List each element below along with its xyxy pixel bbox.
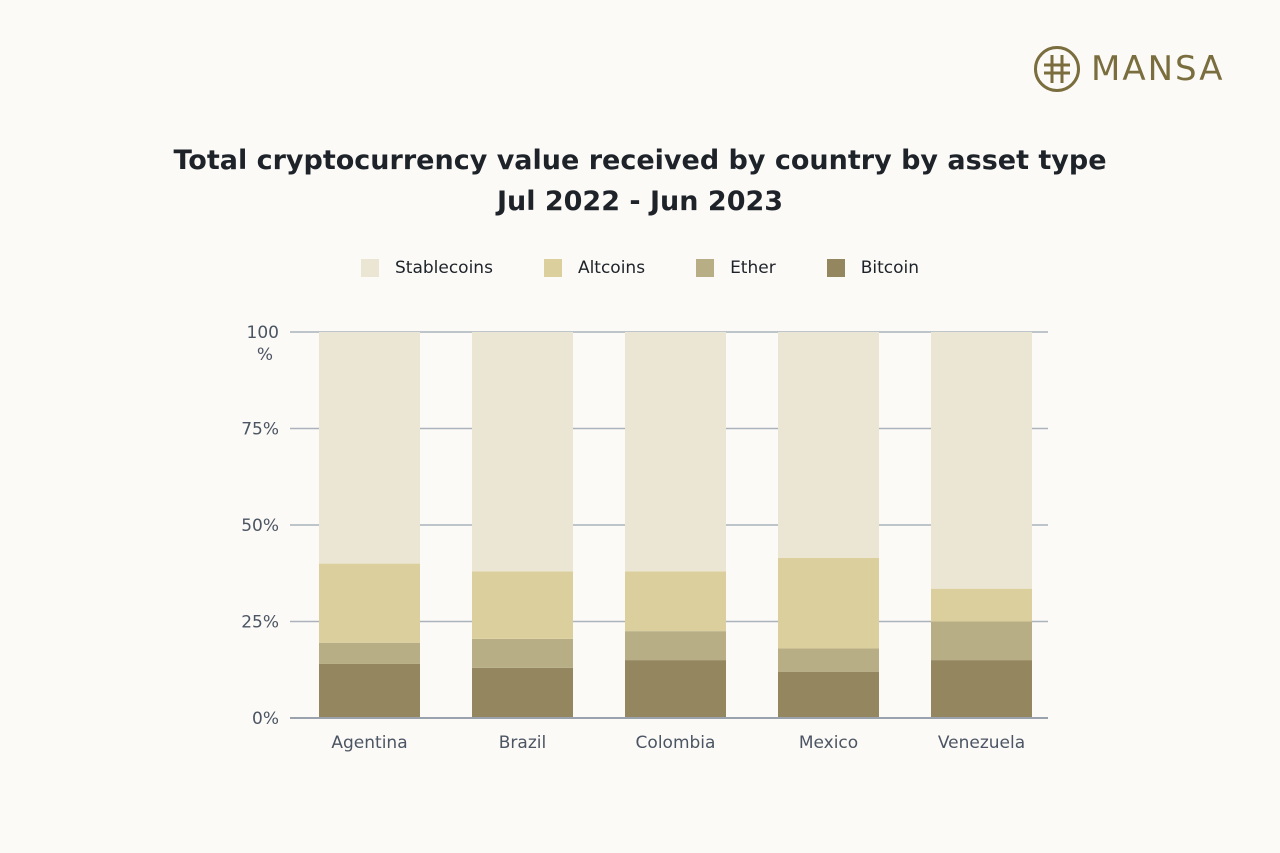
bar-segment-ether <box>778 648 879 672</box>
bar-segment-stablecoins <box>625 332 726 572</box>
chart-title: Total cryptocurrency value received by c… <box>173 145 1107 176</box>
y-tick-label: 100% <box>247 323 279 365</box>
y-tick-label: 50% <box>241 516 279 536</box>
bar-segment-ether <box>472 638 573 668</box>
legend-label: Ether <box>730 258 776 278</box>
chart-subtitle: Jul 2022 - Jun 2023 <box>496 186 784 217</box>
x-tick-label: Colombia <box>636 733 716 753</box>
y-tick-label: 75% <box>241 420 279 440</box>
legend-item: Altcoins <box>543 258 646 278</box>
brand-name: MANSA <box>1091 49 1225 89</box>
bar-segment-altcoins <box>319 563 420 643</box>
chart-legend: Stablecoins Altcoins Ether Bitcoin <box>0 258 1280 278</box>
x-tick-label: Agentina <box>331 733 407 753</box>
bar-segment-bitcoin <box>625 660 726 718</box>
x-tick-label: Mexico <box>799 733 858 753</box>
bar-segment-altcoins <box>625 571 726 632</box>
bar-segment-ether <box>319 642 420 664</box>
legend-swatch <box>696 259 715 277</box>
legend-label: Altcoins <box>577 258 646 278</box>
bar-segment-bitcoin <box>778 671 879 718</box>
brand: MANSA <box>1033 44 1225 94</box>
legend-item: Bitcoin <box>826 258 919 278</box>
mansa-logo-icon <box>1034 46 1080 92</box>
bar-segment-ether <box>625 631 726 661</box>
legend-item: Stablecoins <box>360 258 493 278</box>
bar-segment-stablecoins <box>319 332 420 564</box>
legend-swatch <box>360 259 379 277</box>
x-tick-label: Brazil <box>499 733 546 753</box>
x-tick-label: Venezuela <box>938 733 1025 753</box>
bar-segment-stablecoins <box>472 332 573 572</box>
bar-segment-ether <box>931 621 1032 661</box>
bar-segment-altcoins <box>778 557 879 649</box>
y-tick-label: 25% <box>241 613 279 633</box>
legend-label: Bitcoin <box>860 258 919 278</box>
bar-segment-bitcoin <box>472 667 573 718</box>
bar-segment-bitcoin <box>931 660 1032 718</box>
bar-segment-stablecoins <box>778 332 879 558</box>
legend-item: Ether <box>696 258 776 278</box>
bar-segment-altcoins <box>472 571 573 639</box>
chart-title-block: Total cryptocurrency value received by c… <box>0 140 1280 222</box>
bar-segment-bitcoin <box>319 663 420 718</box>
legend-swatch <box>543 259 562 277</box>
y-tick-label: 0% <box>252 709 279 729</box>
bar-segment-altcoins <box>931 588 1032 622</box>
bar-segment-stablecoins <box>931 332 1032 589</box>
legend-label: Stablecoins <box>394 258 493 278</box>
legend-swatch <box>826 259 845 277</box>
